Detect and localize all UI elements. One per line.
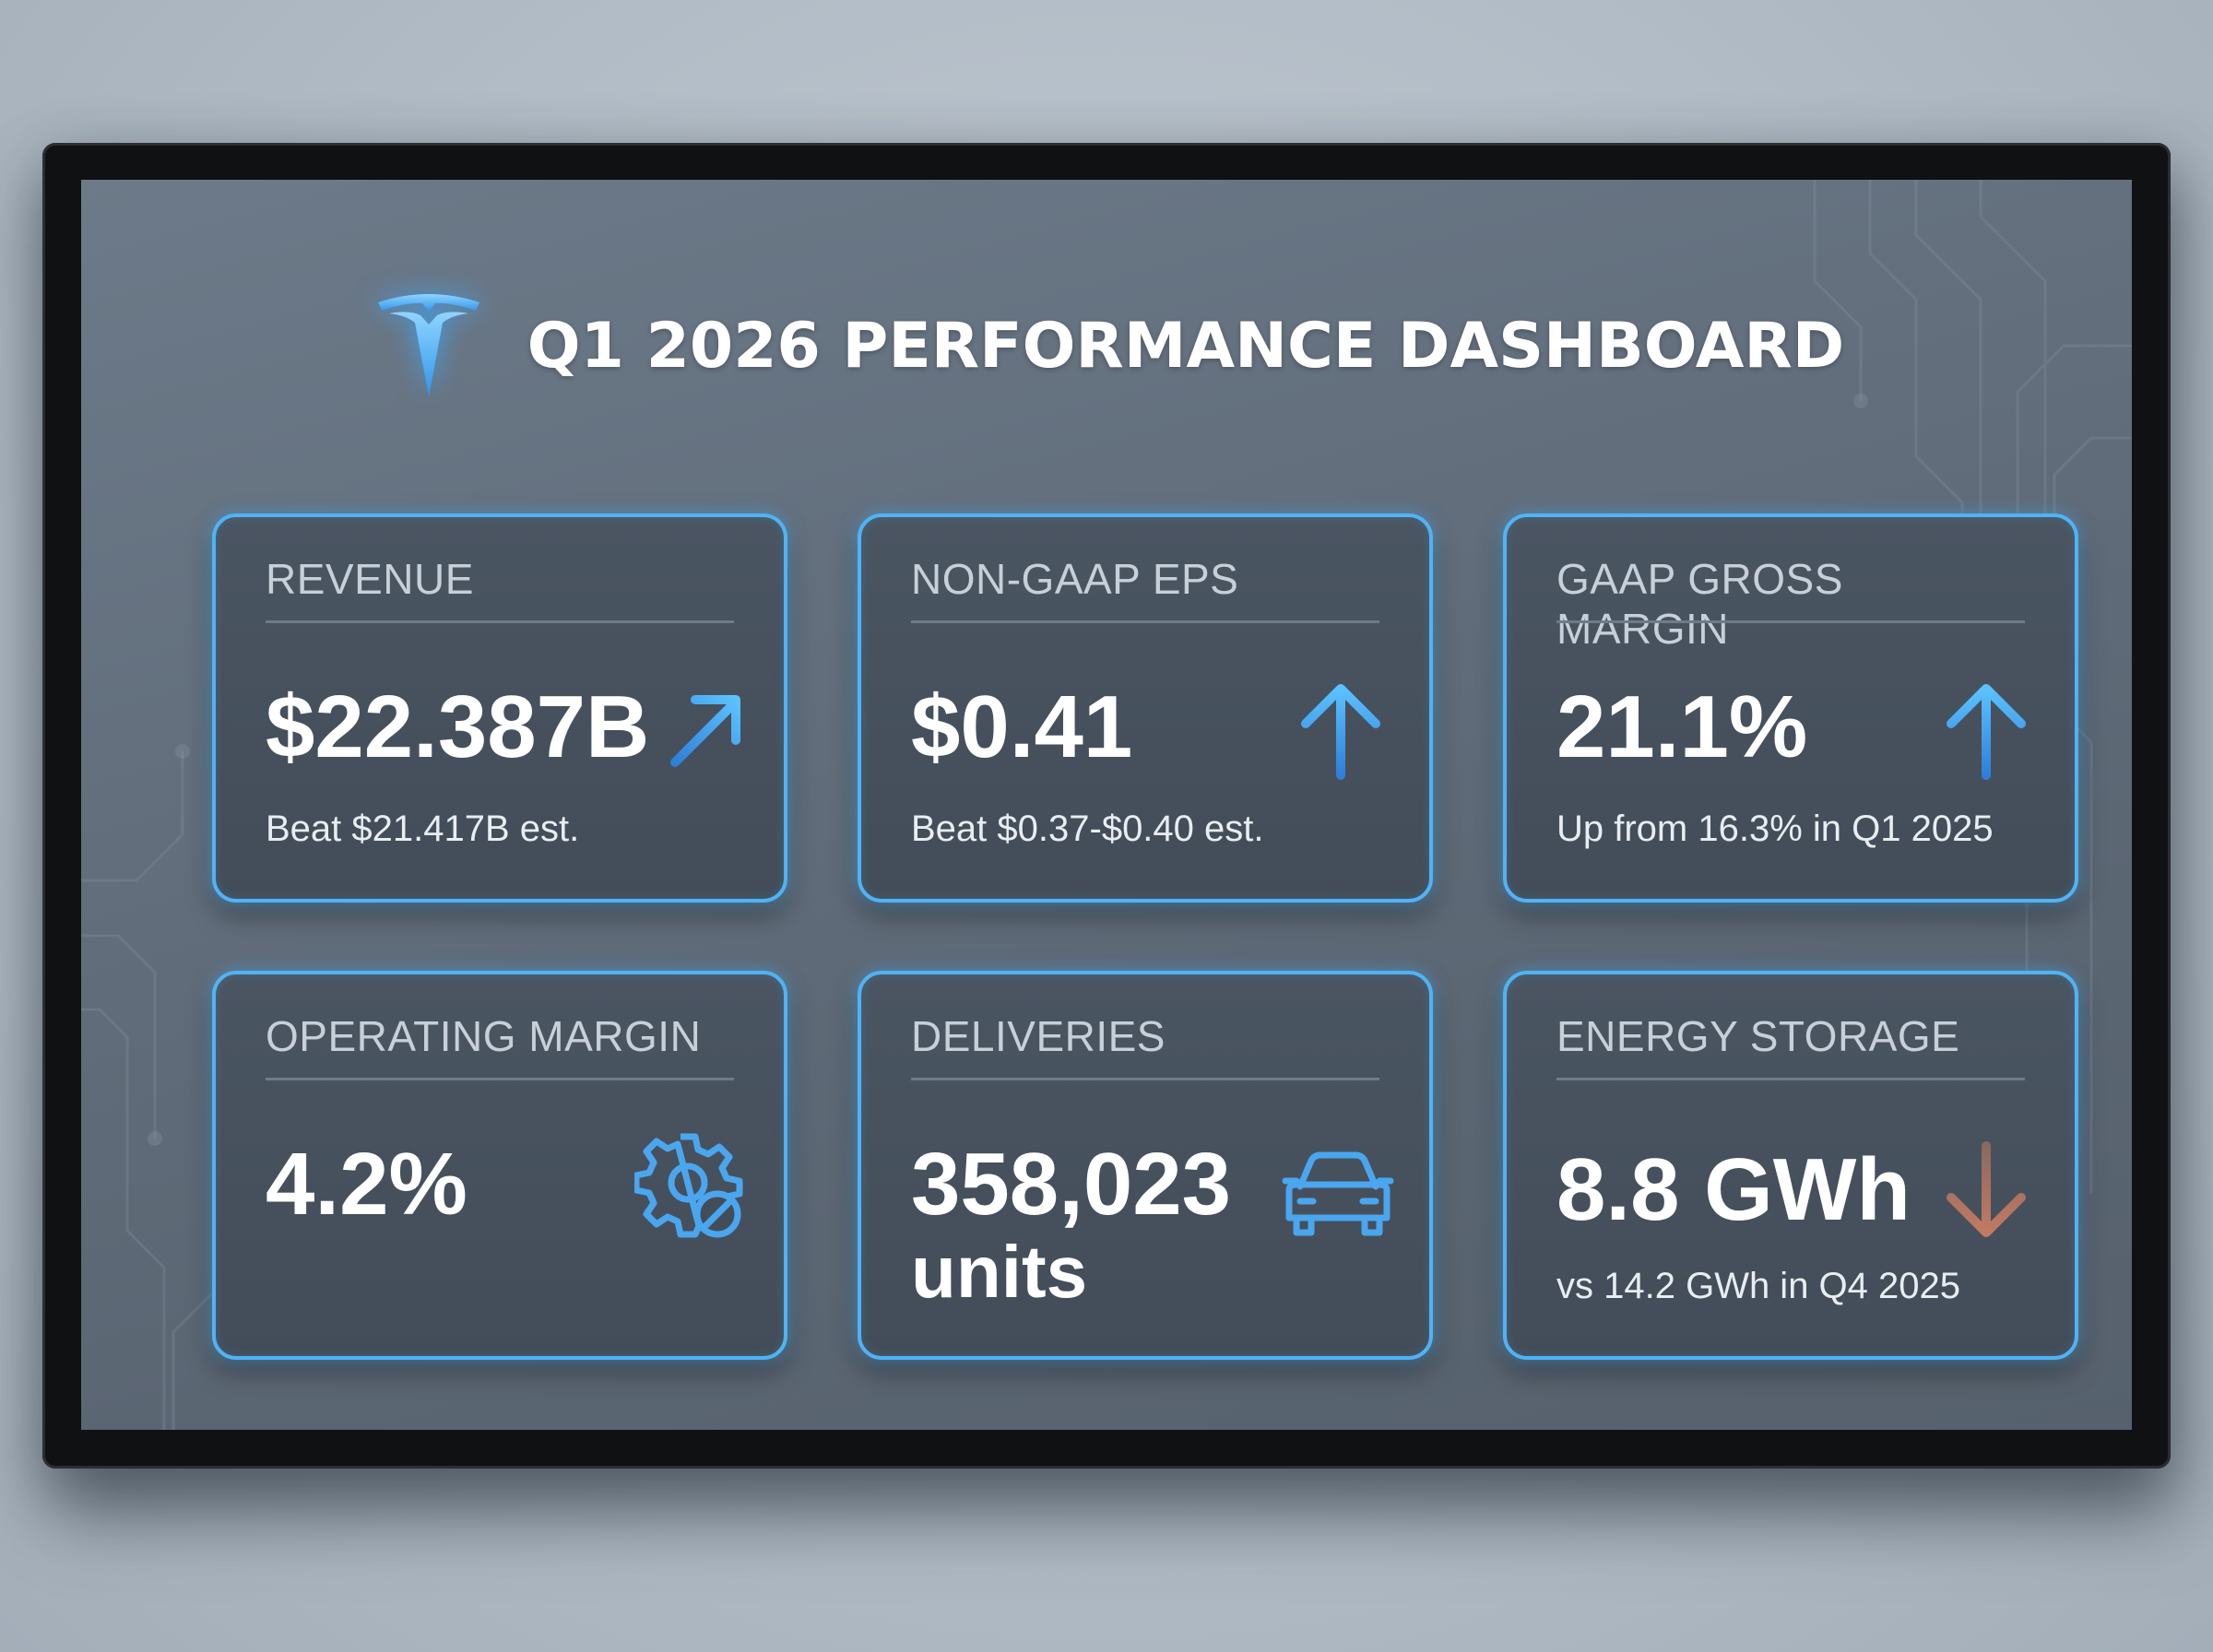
card-value: 358,023 units [911, 1137, 1231, 1312]
arrow-up-right-icon [670, 695, 740, 767]
tesla-logo-icon [377, 294, 479, 396]
card-label: ENERGY STORAGE [1556, 1012, 1960, 1060]
dashboard-title: Q1 2026 PERFORMANCE DASHBOARD [527, 309, 1845, 383]
card-label: NON-GAAP EPS [911, 555, 1239, 603]
gear-disabled-icon [634, 1133, 743, 1238]
card-note: Up from 16.3% in Q1 2025 [1556, 808, 1994, 849]
card-note: Beat $21.417B est. [266, 808, 580, 849]
eps-card: NON-GAAP EPS $0.41 Beat $0.37-$0.40 est. [858, 513, 1433, 903]
operating-margin-card: OPERATING MARGIN 4.2% [212, 971, 787, 1360]
card-label: GAAP GROSS MARGIN [1556, 555, 1843, 653]
card-label: OPERATING MARGIN [266, 1012, 702, 1060]
revenue-card: REVENUE $22.387B Beat $21.417B est. [212, 513, 787, 903]
card-label: DELIVERIES [911, 1012, 1166, 1060]
arrow-up-icon [1301, 684, 1380, 780]
card-divider [1556, 620, 2025, 623]
energy-storage-card: ENERGY STORAGE 8.8 GWh vs 14.2 GWh in Q4… [1503, 971, 2078, 1360]
monitor-frame: Q1 2026 PERFORMANCE DASHBOARD REVENUE $2… [42, 143, 2171, 1469]
card-divider [266, 1078, 734, 1080]
arrow-up-icon [1947, 684, 2026, 780]
card-divider [266, 620, 734, 623]
arrow-down-icon [1947, 1141, 2026, 1237]
deliveries-card: DELIVERIES 358,023 units [858, 971, 1433, 1360]
card-divider [911, 1078, 1379, 1080]
dashboard-header: Q1 2026 PERFORMANCE DASHBOARD [81, 290, 2132, 401]
card-divider [911, 620, 1379, 623]
card-label: REVENUE [266, 555, 474, 603]
dashboard-screen: Q1 2026 PERFORMANCE DASHBOARD REVENUE $2… [81, 180, 2132, 1430]
card-value: $22.387B [266, 678, 650, 776]
deliveries-count: 358,023 [911, 1135, 1232, 1233]
card-value: 21.1% [1556, 678, 1808, 776]
card-note: vs 14.2 GWh in Q4 2025 [1556, 1266, 1961, 1306]
car-icon [1282, 1151, 1394, 1236]
card-note: Beat $0.37-$0.40 est. [911, 808, 1264, 849]
card-value: 4.2% [266, 1135, 467, 1233]
card-value: $0.41 [911, 678, 1133, 776]
deliveries-unit: units [911, 1230, 1088, 1313]
card-value: 8.8 GWh [1556, 1140, 1911, 1239]
gross-margin-card: GAAP GROSS MARGIN 21.1% Up from 16.3% in… [1503, 513, 2078, 903]
card-divider [1556, 1078, 2025, 1080]
